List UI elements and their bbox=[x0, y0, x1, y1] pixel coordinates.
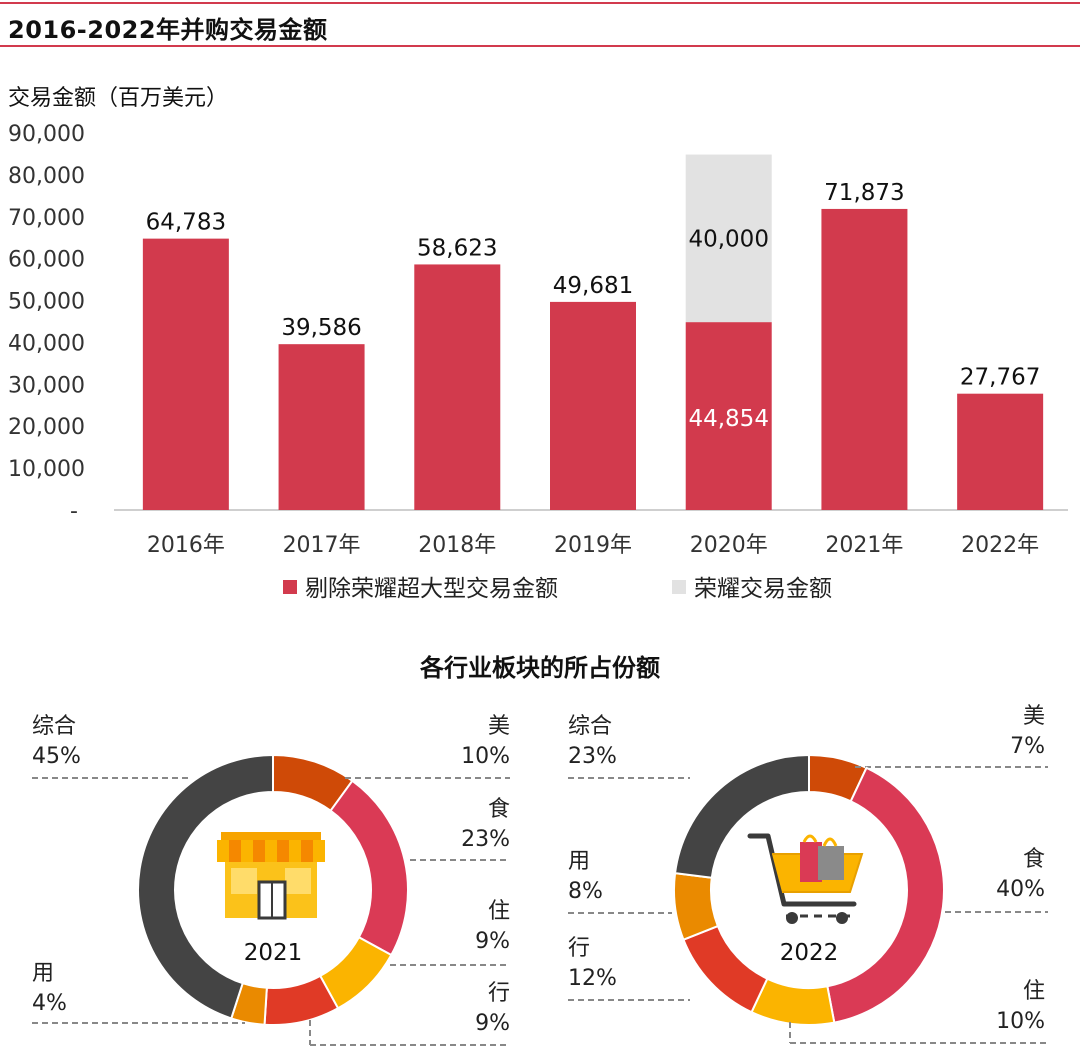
donut-slice-percent: 9% bbox=[475, 1011, 510, 1036]
y-tick-label: 10,000 bbox=[8, 457, 85, 482]
donut-slice-zonghe bbox=[673, 753, 810, 879]
donut-slice-mei bbox=[808, 753, 868, 803]
bar-excluding-honor bbox=[414, 264, 501, 510]
y-tick-label: - bbox=[70, 499, 78, 524]
donut-slice-name: 住 bbox=[488, 899, 510, 924]
donut-slice-name: 用 bbox=[568, 849, 590, 874]
donut-slice-xing bbox=[263, 974, 340, 1026]
bar-value-label: 27,767 bbox=[960, 365, 1040, 391]
x-tick-label: 2020年 bbox=[690, 533, 768, 558]
bar-excluding-honor bbox=[685, 322, 772, 510]
header-top-rule bbox=[0, 2, 1080, 4]
chart-title: 2016-2022年并购交易金额 bbox=[8, 16, 328, 44]
donut-slice-shi bbox=[826, 766, 945, 1024]
bar-value-label: 64,783 bbox=[146, 210, 226, 236]
y-tick-label: 40,000 bbox=[8, 331, 85, 356]
y-tick-label: 20,000 bbox=[8, 415, 85, 440]
donut-slice-mei bbox=[272, 753, 354, 813]
y-tick-label: 70,000 bbox=[8, 206, 85, 231]
donut-center-label: 2021 bbox=[244, 940, 303, 966]
donut-slice-name: 综合 bbox=[32, 714, 76, 739]
bar-excluding-honor bbox=[550, 301, 636, 510]
shopping-cart-icon bbox=[747, 833, 864, 924]
donut-slice-zonghe bbox=[137, 753, 274, 1020]
donut-center-label: 2022 bbox=[780, 940, 839, 966]
donut-slice-name: 食 bbox=[488, 797, 510, 822]
y-axis-unit-label: 交易金额（百万美元） bbox=[8, 86, 229, 111]
x-tick-label: 2019年 bbox=[554, 533, 632, 558]
y-tick-label: 30,000 bbox=[8, 373, 85, 398]
donut-slice-percent: 8% bbox=[568, 879, 603, 904]
donut-slice-name: 住 bbox=[1023, 979, 1045, 1004]
donut-slice-name: 行 bbox=[488, 981, 510, 1006]
bar-value-label: 44,854 bbox=[688, 406, 768, 432]
donut-slice-name: 用 bbox=[32, 961, 54, 986]
x-tick-label: 2017年 bbox=[283, 533, 361, 558]
bar-excluding-honor bbox=[957, 393, 1044, 510]
donut-slice-name: 美 bbox=[488, 714, 510, 739]
donut-slice-name: 食 bbox=[1023, 847, 1045, 872]
donut-slice-yong bbox=[673, 871, 720, 941]
y-tick-label: 50,000 bbox=[8, 290, 85, 315]
donut-slice-percent: 10% bbox=[461, 744, 510, 769]
x-tick-label: 2016年 bbox=[147, 533, 225, 558]
donut-slice-xing bbox=[682, 924, 769, 1014]
legend-swatch bbox=[283, 580, 297, 594]
donut-slice-zhu bbox=[750, 977, 836, 1026]
bar-chart: - 10,000 20,000 30,000 40,000 50,000 60,000 70,… bbox=[8, 122, 1068, 602]
legend-swatch bbox=[672, 580, 686, 594]
donut-slice-percent: 45% bbox=[32, 744, 81, 769]
bar-excluding-honor bbox=[278, 344, 365, 510]
donut-slice-percent: 23% bbox=[461, 827, 510, 852]
y-tick-label: 80,000 bbox=[8, 164, 85, 189]
store-icon bbox=[217, 832, 325, 920]
legend-label: 荣耀交易金额 bbox=[694, 576, 832, 602]
donut-slice-name: 综合 bbox=[568, 714, 612, 739]
donut-slice-yong bbox=[230, 981, 268, 1026]
bar-value-label: 49,681 bbox=[553, 273, 633, 299]
bar-value-label: 58,623 bbox=[417, 235, 497, 261]
y-tick-label: 90,000 bbox=[8, 122, 85, 147]
donut-slice-name: 行 bbox=[568, 936, 590, 961]
donut-slice-name: 美 bbox=[1023, 704, 1045, 729]
x-tick-label: 2022年 bbox=[961, 533, 1039, 558]
donut-slice-shi bbox=[329, 779, 409, 957]
donut-slice-zhu bbox=[318, 935, 393, 1010]
donut-slice-percent: 40% bbox=[996, 877, 1045, 902]
x-tick-label: 2021年 bbox=[825, 533, 903, 558]
bar-value-label: 39,586 bbox=[281, 315, 361, 341]
x-tick-label: 2018年 bbox=[418, 533, 496, 558]
legend-label: 剔除荣耀超大型交易金额 bbox=[305, 576, 558, 602]
donut-section-title: 各行业板块的所占份额 bbox=[420, 654, 660, 682]
bar-excluding-honor bbox=[821, 208, 908, 510]
bar-value-label: 71,873 bbox=[824, 180, 904, 206]
donut-slice-percent: 9% bbox=[475, 929, 510, 954]
donut-slice-percent: 7% bbox=[1010, 734, 1045, 759]
bar-value-label: 40,000 bbox=[688, 226, 768, 252]
donut-slice-percent: 12% bbox=[568, 966, 617, 991]
donut-slice-percent: 10% bbox=[996, 1009, 1045, 1034]
donut-slice-percent: 4% bbox=[32, 991, 67, 1016]
bar-excluding-honor bbox=[142, 238, 229, 510]
header-bottom-rule bbox=[0, 45, 1080, 47]
bar-honor bbox=[685, 154, 772, 323]
donut-slice-percent: 23% bbox=[568, 744, 617, 769]
y-tick-label: 60,000 bbox=[8, 248, 85, 273]
